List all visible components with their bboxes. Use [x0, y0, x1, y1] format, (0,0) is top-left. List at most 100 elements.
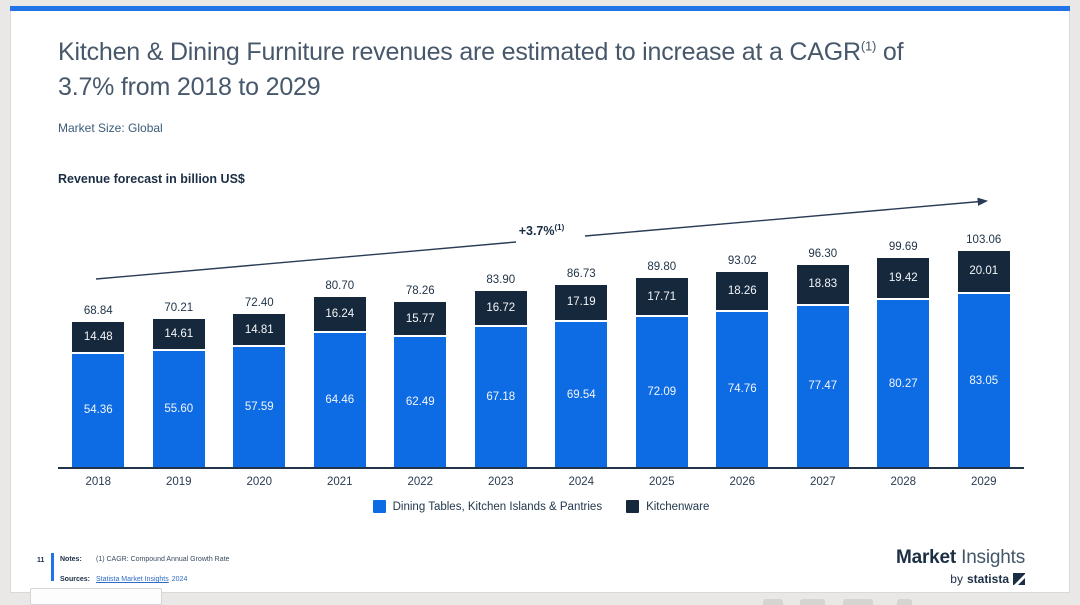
bar-total-label: 80.70 [325, 280, 355, 293]
bar-group: 99.69 19.42 80.27 [863, 241, 944, 467]
bar-segment-kitchenware: 15.77 [394, 302, 447, 336]
x-axis-line [58, 467, 1024, 469]
bar-group: 93.02 18.26 74.76 [702, 255, 783, 467]
bar-group: 83.90 16.72 67.18 [461, 273, 542, 467]
bar-total-label: 103.06 [966, 233, 1002, 246]
segment-divider [474, 325, 527, 328]
bar-segment-dining-tables: 72.09 [635, 317, 688, 467]
bar-segment-dining-tables: 54.36 [72, 353, 125, 467]
bar-group: 78.26 15.77 62.49 [380, 285, 461, 467]
segment-divider [877, 298, 930, 301]
x-axis-tick-label: 2019 [165, 476, 192, 488]
bar-total-label: 86.73 [566, 267, 596, 280]
ghost-tab [897, 599, 912, 605]
ghost-tab [800, 599, 825, 605]
bar-segment-dining-tables: 77.47 [796, 305, 849, 467]
source-link[interactable]: Statista Market Insights [96, 576, 169, 583]
x-axis-tick-label: 2022 [407, 476, 434, 488]
brand-wordmark: Market Insights [895, 547, 1025, 568]
bar-total-label: 89.80 [647, 261, 677, 274]
x-axis-tick-label: 2025 [648, 476, 675, 488]
bar-segment-kitchenware: 16.72 [474, 290, 527, 326]
segment-divider [152, 349, 205, 352]
market-insights-logo: Market Insights by statista [896, 547, 1025, 586]
bar-stack: 14.81 57.59 [233, 314, 286, 467]
bar-stack: 18.83 77.47 [796, 264, 849, 467]
bar-stack: 14.61 55.60 [152, 318, 205, 467]
chart-title: Revenue forecast in billion US$ [58, 172, 245, 186]
bar-segment-dining-tables: 57.59 [233, 347, 286, 467]
cagr-trend-arrow [95, 197, 989, 280]
x-axis-tick-label: 2018 [85, 476, 112, 488]
slide: Kitchen & Dining Furniture revenues are … [10, 6, 1070, 593]
segment-divider [394, 335, 447, 338]
bar-segment-kitchenware: 17.19 [555, 284, 608, 321]
ghost-tab [763, 599, 783, 605]
bar-segment-dining-tables: 69.54 [555, 322, 608, 467]
bar-stack: 17.19 69.54 [555, 284, 608, 467]
bar-segment-dining-tables: 55.60 [152, 351, 205, 467]
bar-segment-kitchenware: 18.83 [796, 264, 849, 304]
bar-group: 72.40 14.81 57.59 [219, 297, 300, 467]
bar-total-label: 99.69 [888, 240, 918, 253]
bar-segment-dining-tables: 64.46 [313, 332, 366, 467]
segment-divider [555, 320, 608, 323]
bottom-strip [0, 593, 1080, 605]
legend-label: Kitchenware [646, 500, 710, 513]
bar-group: 96.30 18.83 77.47 [783, 248, 864, 467]
notes-text: (1) CAGR: Compound Annual Growth Rate [96, 556, 230, 563]
source-year: 2024 [171, 576, 188, 583]
x-axis-tick-label: 2026 [729, 476, 756, 488]
title-line-1: Kitchen & Dining Furniture revenues are … [58, 38, 904, 66]
page-number: 11 [37, 557, 45, 564]
bar-segment-dining-tables: 80.27 [877, 300, 930, 467]
x-axis-tick-label: 2029 [970, 476, 997, 488]
segment-divider [233, 345, 286, 348]
bar-stack: 20.01 83.05 [957, 250, 1010, 467]
segment-divider [313, 330, 366, 333]
bar-stack: 14.48 54.36 [72, 321, 125, 467]
bar-group: 80.70 16.24 64.46 [300, 280, 381, 467]
bar-stack: 16.24 64.46 [313, 297, 366, 467]
bar-group: 68.84 14.48 54.36 [58, 305, 139, 467]
bar-total-label: 78.26 [405, 285, 435, 298]
legend-item: Dining Tables, Kitchen Islands & Pantrie… [372, 500, 602, 513]
chart-legend: Dining Tables, Kitchen Islands & Pantrie… [58, 500, 1024, 513]
bar-group: 70.21 14.61 55.60 [139, 302, 220, 467]
top-accent-bar [10, 6, 1070, 11]
sources-label: Sources: [60, 576, 90, 583]
legend-swatch [372, 500, 386, 513]
bar-stack: 17.71 72.09 [635, 278, 688, 467]
x-axis-tick-label: 2020 [246, 476, 273, 488]
legend-swatch [626, 500, 640, 513]
statista-logo-icon [1013, 573, 1025, 585]
bar-stack: 19.42 80.27 [877, 257, 930, 467]
revenue-forecast-chart: +3.7%(1) 68.84 14.48 54.36 70.21 14.61 55.60 7… [58, 195, 1024, 525]
market-size-subtitle: Market Size: Global [58, 121, 163, 135]
cagr-growth-label: +3.7%(1) [518, 223, 565, 239]
bar-total-label: 96.30 [808, 247, 838, 260]
by-statista: by statista [896, 572, 1025, 586]
bar-total-label: 93.02 [727, 254, 757, 267]
bar-segment-dining-tables: 74.76 [716, 311, 769, 467]
ghost-tab [843, 599, 873, 605]
x-axis-tick-label: 2028 [890, 476, 917, 488]
bar-segment-kitchenware: 14.61 [152, 318, 205, 350]
bar-total-label: 83.90 [486, 273, 516, 286]
bottom-left-tab [30, 588, 162, 605]
segment-divider [957, 292, 1010, 295]
segment-divider [72, 351, 125, 354]
bar-stack: 16.72 67.18 [474, 290, 527, 467]
bar-stack: 15.77 62.49 [394, 302, 447, 467]
footer-accent-bar [51, 553, 54, 581]
sources-row: Sources: Statista Market Insights 2024 [60, 576, 187, 583]
title-footnote-marker: (1) [860, 38, 877, 54]
bar-group: 103.06 20.01 83.05 [944, 234, 1025, 467]
bar-plot-area: 68.84 14.48 54.36 70.21 14.61 55.60 72.40 14.81… [58, 195, 1024, 467]
bar-segment-kitchenware: 14.81 [233, 314, 286, 346]
title-line-2: 3.7% from 2018 to 2029 [58, 73, 321, 101]
x-axis-tick-label: 2027 [809, 476, 836, 488]
growth-footnote-marker: (1) [554, 223, 565, 232]
bar-segment-kitchenware: 14.48 [72, 321, 125, 352]
bar-segment-kitchenware: 17.71 [635, 278, 688, 316]
